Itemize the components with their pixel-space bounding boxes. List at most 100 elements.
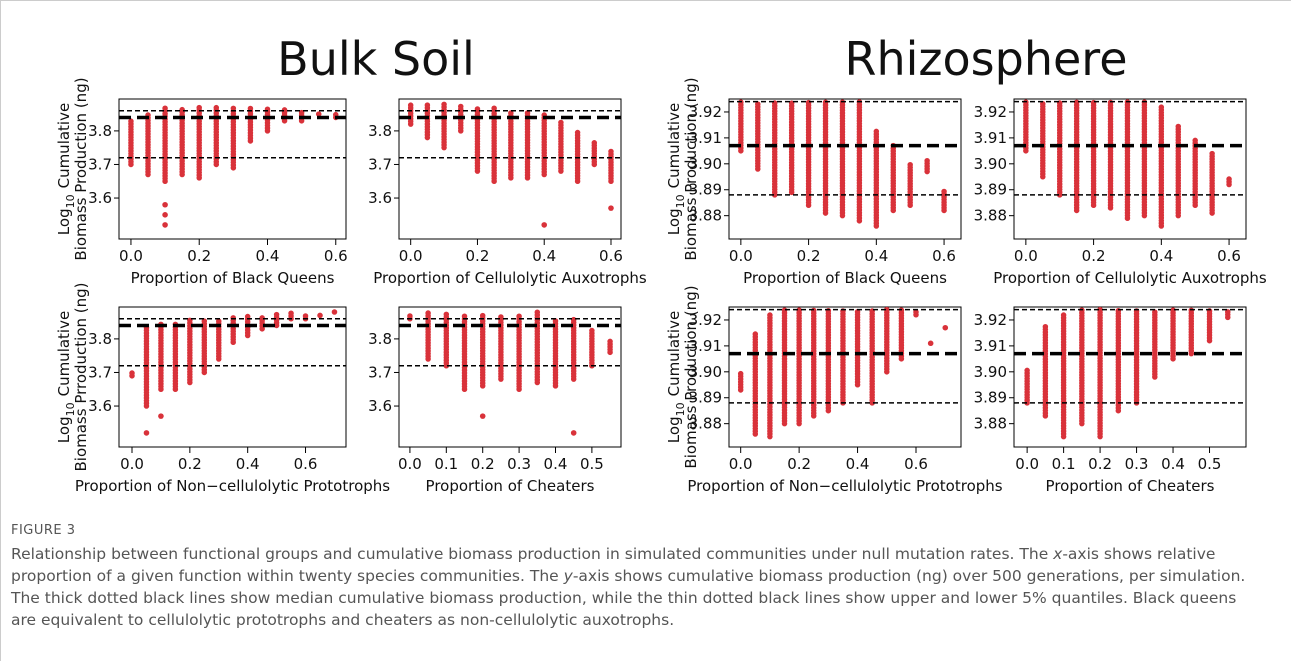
point xyxy=(162,212,168,218)
point xyxy=(158,413,164,419)
y-axis-label: Biomass Production (ng) xyxy=(682,77,700,260)
x-tick-label: 0.2 xyxy=(466,247,490,265)
plot-frame xyxy=(118,306,347,448)
x-tick-label: 0.0 xyxy=(119,247,143,265)
point xyxy=(479,413,486,419)
y-axis-label-part: Log xyxy=(665,208,683,235)
y-tick-label: 3.92 xyxy=(689,311,722,329)
x-tick-label: 0.0 xyxy=(398,455,422,473)
y-tick-label: 3.90 xyxy=(974,155,1007,173)
y-tick-label: 3.88 xyxy=(689,207,722,225)
y-axis-label-part: Log xyxy=(55,416,73,443)
y-axis-label: Log10 Cumulative xyxy=(55,103,77,235)
caption-text: y xyxy=(563,567,573,585)
data-layer xyxy=(407,101,614,228)
x-tick-label: 0.6 xyxy=(599,247,623,265)
point xyxy=(608,205,614,211)
y-tick-label: 3.90 xyxy=(689,155,722,173)
y-axis-label-part: Cumulative xyxy=(55,311,73,397)
y-tick-label: 3.89 xyxy=(689,181,722,199)
x-tick-label: 0.4 xyxy=(256,247,280,265)
point xyxy=(162,201,168,208)
plot-frame xyxy=(118,98,347,240)
x-tick-label: 0.4 xyxy=(544,455,568,473)
x-tick-label: 0.5 xyxy=(1198,455,1222,473)
data-layer xyxy=(1024,306,1231,440)
x-tick-label: 0.2 xyxy=(1082,247,1106,265)
y-axis-label-part: 10 xyxy=(674,194,687,208)
y-tick-label: 3.8 xyxy=(368,122,392,140)
y-tick-label: 3.91 xyxy=(689,337,722,355)
x-axis-label: Proportion of Black Queens xyxy=(131,269,335,287)
x-tick-label: 0.3 xyxy=(1125,455,1149,473)
x-tick-label: 0.2 xyxy=(471,455,495,473)
y-axis-label-part: Cumulative xyxy=(665,311,683,397)
x-tick-label: 0.5 xyxy=(580,455,604,473)
x-tick-label: 0.6 xyxy=(294,455,318,473)
data-layer xyxy=(738,98,947,229)
y-axis-label-part: 10 xyxy=(64,194,77,208)
y-axis-label-part: 10 xyxy=(64,402,77,416)
x-tick-label: 0.6 xyxy=(324,247,348,265)
point xyxy=(143,430,150,436)
y-tick-label: 3.7 xyxy=(88,155,112,173)
plot-frame xyxy=(398,98,622,240)
y-tick-label: 3.89 xyxy=(689,389,722,407)
x-tick-label: 0.3 xyxy=(507,455,531,473)
group-title: Bulk Soil xyxy=(277,32,475,86)
data-layer xyxy=(1023,98,1232,229)
y-axis-label-part: Log xyxy=(665,416,683,443)
caption-text: x xyxy=(1053,545,1063,563)
x-tick-label: 0.6 xyxy=(904,455,928,473)
plot-frame xyxy=(1013,306,1247,448)
x-tick-label: 0.0 xyxy=(729,247,753,265)
caption-text: Relationship between functional groups a… xyxy=(11,545,1054,563)
y-tick-label: 3.88 xyxy=(689,415,722,433)
x-axis-label: Proportion of Non−cellulolytic Prototrop… xyxy=(75,477,390,495)
x-tick-label: 0.2 xyxy=(797,247,821,265)
y-axis-label-part: Cumulative xyxy=(665,103,683,189)
x-axis-label: Proportion of Cellulolytic Auxotrophs xyxy=(993,269,1267,287)
x-tick-label: 0.0 xyxy=(399,247,423,265)
x-tick-label: 0.2 xyxy=(178,455,202,473)
y-tick-label: 3.6 xyxy=(88,189,112,207)
y-axis-label: Biomass Prroduction (ng) xyxy=(72,282,90,471)
y-tick-label: 3.89 xyxy=(974,389,1007,407)
y-tick-label: 3.91 xyxy=(974,129,1007,147)
x-tick-label: 0.6 xyxy=(932,247,956,265)
x-axis-label: Proportion of Cheaters xyxy=(1046,477,1215,495)
y-axis-label-part: 10 xyxy=(674,402,687,416)
y-tick-label: 3.7 xyxy=(368,155,392,173)
x-tick-label: 0.2 xyxy=(187,247,211,265)
plot-frame xyxy=(398,306,622,448)
y-tick-label: 3.91 xyxy=(689,129,722,147)
caption: Relationship between functional groups a… xyxy=(11,543,1261,631)
x-tick-label: 0.0 xyxy=(120,455,144,473)
x-tick-label: 0.4 xyxy=(846,455,870,473)
caption-text: -axis shows cumulative biomass productio… xyxy=(11,567,1246,629)
y-tick-label: 3.90 xyxy=(689,363,722,381)
caption-text: -axis shows relative proportion of a giv… xyxy=(11,545,1216,585)
x-tick-label: 0.4 xyxy=(236,455,260,473)
y-tick-label: 3.92 xyxy=(974,311,1007,329)
x-tick-label: 0.4 xyxy=(864,247,888,265)
y-tick-label: 3.6 xyxy=(88,397,112,415)
y-tick-label: 3.8 xyxy=(88,330,112,348)
y-axis-label: Biomass Production (ng) xyxy=(682,285,700,468)
plot-frame xyxy=(728,98,962,240)
chart: Bulk Soil Rhizosphere 0.0 0.2 0.4 0.6 3.6 3.7… xyxy=(55,32,1267,495)
x-tick-label: 0.0 xyxy=(1015,455,1039,473)
x-tick-label: 0.1 xyxy=(1052,455,1076,473)
y-axis-label-part: Log xyxy=(55,208,73,235)
y-tick-label: 3.88 xyxy=(974,415,1007,433)
y-tick-label: 3.8 xyxy=(368,330,392,348)
y-tick-label: 3.88 xyxy=(974,207,1007,225)
y-axis-label: Log10 Cumulative xyxy=(665,103,687,235)
x-tick-label: 0.4 xyxy=(1161,455,1185,473)
x-axis-label: Proportion of Cheaters xyxy=(426,477,595,495)
x-axis-label: Proportion of Non−cellulolytic Prototrop… xyxy=(687,477,1002,495)
group-title: Rhizosphere xyxy=(844,32,1127,86)
y-tick-label: 3.90 xyxy=(974,363,1007,381)
x-tick-label: 0.6 xyxy=(1217,247,1241,265)
